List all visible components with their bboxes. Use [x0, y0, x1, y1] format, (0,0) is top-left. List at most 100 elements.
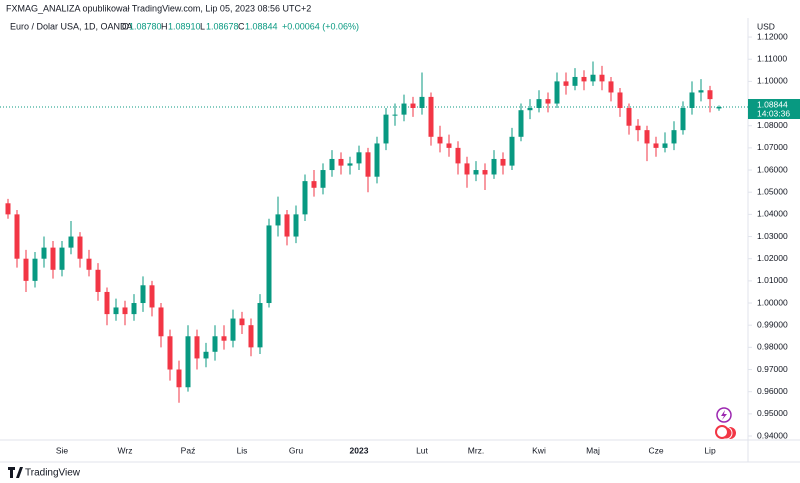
candle-body — [590, 74, 596, 82]
close-value: 1.08844 — [245, 21, 278, 31]
candle-body — [185, 336, 191, 388]
y-tick-label: 1.12000 — [757, 31, 788, 41]
candle-body — [491, 158, 497, 175]
candle-body — [140, 285, 146, 304]
y-tick-label: 1.02000 — [757, 253, 788, 263]
candle-body — [158, 307, 164, 337]
candle-body — [545, 99, 551, 104]
open-label: O — [122, 21, 129, 31]
candle-body — [554, 81, 560, 104]
candle-body — [662, 143, 668, 148]
candle-body — [410, 103, 416, 108]
y-tick-label: 1.08000 — [757, 120, 788, 130]
y-tick-label: 1.03000 — [757, 231, 788, 241]
candle-body — [401, 103, 407, 115]
y-tick-label: 1.04000 — [757, 209, 788, 219]
open-value: 1.08780 — [129, 21, 162, 31]
candle-body — [563, 81, 569, 86]
candle-body — [284, 214, 290, 237]
candle-body — [518, 110, 524, 137]
candle-body — [221, 336, 227, 341]
candle-body — [356, 152, 362, 164]
candle-body — [68, 236, 74, 248]
candle-body — [275, 214, 281, 226]
x-tick-label: Mrz. — [468, 445, 485, 455]
candle-body — [203, 351, 209, 359]
candle-body — [338, 158, 344, 166]
candle-body — [482, 170, 488, 175]
candle-body — [113, 307, 119, 315]
legend: Euro / Dolar USA, 1D, OANDA O 1.08780 H … — [10, 21, 359, 31]
candle-body — [536, 99, 542, 108]
footer: TradingView — [8, 467, 81, 479]
y-tick-label: 1.06000 — [757, 164, 788, 174]
x-tick-label: Gru — [289, 445, 303, 455]
header-title: FXMAG_ANALIZA opublikował TradingView.co… — [6, 3, 311, 13]
y-tick-label: 0.96000 — [757, 386, 788, 396]
y-tick-label: 1.10000 — [757, 76, 788, 86]
last-price-label: 1.08844 — [757, 99, 788, 109]
candle-body — [302, 181, 308, 215]
x-tick-label: Sie — [56, 445, 69, 455]
y-tick-label: 1.01000 — [757, 275, 788, 285]
y-tick-label: 0.99000 — [757, 319, 788, 329]
candle-body — [329, 158, 335, 171]
candle-body — [212, 336, 218, 352]
candle-body — [383, 114, 389, 144]
candle-body — [50, 247, 56, 270]
candle-body — [446, 143, 452, 148]
x-tick-label: Maj — [586, 445, 600, 455]
candle-body — [689, 92, 695, 108]
candle-body — [698, 90, 704, 93]
candle-body — [572, 76, 578, 86]
candle-body — [41, 247, 47, 259]
symbol-title: Euro / Dolar USA, 1D, OANDA — [10, 21, 133, 31]
candle-body — [311, 181, 317, 188]
x-tick-label: Wrz — [118, 445, 133, 455]
candle-body — [644, 130, 650, 144]
candle-body — [599, 74, 605, 82]
candle-body — [680, 107, 686, 131]
candle-body — [5, 203, 11, 215]
candle-body — [581, 76, 587, 82]
low-value: 1.08678 — [206, 21, 239, 31]
change-value: +0.00064 (+0.06%) — [282, 21, 359, 31]
candle-body — [617, 92, 623, 108]
last-price-tag — [748, 99, 800, 120]
footer-brand: TradingView — [25, 468, 81, 479]
candle-body — [608, 81, 614, 93]
candle-body — [653, 143, 659, 148]
candle-body — [104, 291, 110, 315]
candle-body — [509, 136, 515, 166]
y-tick-label: 1.11000 — [757, 53, 787, 63]
close-label: C — [238, 21, 245, 31]
candle-body — [230, 318, 236, 341]
candle-body — [428, 96, 434, 137]
candle-body — [527, 107, 533, 111]
x-tick-label: Cze — [648, 445, 663, 455]
candle-body — [248, 325, 254, 348]
tv-logo — [8, 467, 23, 478]
y-tick-label: 0.95000 — [757, 408, 788, 418]
candle-body — [707, 90, 713, 100]
y-tick-label: 0.94000 — [757, 430, 788, 440]
candle-body — [419, 96, 425, 108]
candle-body — [626, 107, 632, 126]
candle-body — [500, 158, 506, 166]
candle-body — [149, 285, 155, 308]
candle-body — [293, 214, 299, 237]
event-icon[interactable] — [715, 425, 729, 439]
high-value: 1.08910 — [168, 21, 201, 31]
candle-body — [95, 269, 101, 292]
x-tick-label: 2023 — [350, 445, 369, 455]
candle-body — [194, 336, 200, 359]
candle-body — [176, 369, 182, 388]
candle-body — [32, 258, 38, 281]
x-tick-label: Paź — [181, 445, 196, 455]
candle-body — [716, 107, 722, 109]
x-tick-label: Lip — [704, 445, 716, 455]
candle-body — [77, 236, 83, 259]
candle-body — [86, 258, 92, 270]
